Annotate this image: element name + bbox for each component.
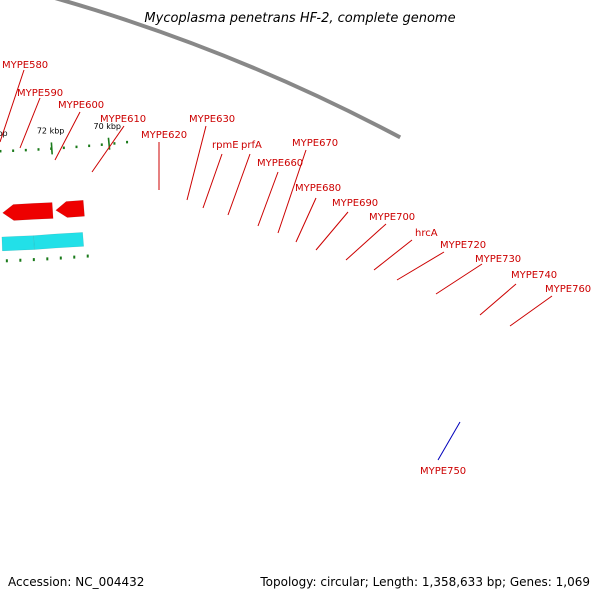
gene-label-leader [345, 223, 387, 261]
gene-label: prfA [241, 140, 262, 151]
scale-dot [126, 140, 129, 144]
accession-text: Accession: NC_004432 [8, 575, 144, 589]
gene-label: MYPE660 [257, 158, 303, 169]
outer-tick [73, 255, 76, 259]
gene-label-leader [91, 125, 125, 173]
gene-label: MYPE730 [475, 254, 521, 265]
gene-label-leader [295, 197, 317, 243]
outer-tick [59, 256, 62, 260]
gene-label-leader [437, 421, 461, 461]
outer-tick [5, 259, 8, 263]
scale-tick-label: 74 kbp [0, 129, 8, 138]
gene-label-leader [479, 283, 517, 316]
outer-tick [32, 258, 35, 262]
gene-arrow [55, 199, 85, 218]
gene-label: MYPE680 [295, 183, 341, 194]
outer-tick [46, 257, 49, 261]
scale-dot [75, 145, 78, 149]
gene-label-leader [202, 153, 223, 209]
gene-label-leader [277, 149, 307, 234]
gene-label: MYPE620 [141, 130, 187, 141]
scale-dot [88, 144, 91, 148]
gene-label: MYPE700 [369, 212, 415, 223]
gene-label: MYPE750 [420, 466, 466, 477]
gene-label: MYPE670 [292, 138, 338, 149]
gene-label-lines [0, 69, 553, 461]
gene-arrow-track [0, 199, 85, 222]
outer-tick-ring [5, 254, 89, 263]
gene-label: MYPE630 [189, 114, 235, 125]
gene-label: MYPE690 [332, 198, 378, 209]
genome-summary-text: Topology: circular; Length: 1,358,633 bp… [259, 575, 590, 589]
outer-tick [19, 258, 22, 262]
scale-dot [37, 148, 40, 151]
gene-label-leader [186, 125, 207, 201]
backbone [54, 0, 402, 140]
gene-label-leader [54, 111, 81, 161]
outer-tick [86, 254, 89, 258]
scale-dot [0, 149, 2, 153]
gene-label: MYPE600 [58, 100, 104, 111]
gene-label-leader [19, 97, 41, 149]
gene-label: hrcA [415, 228, 438, 239]
scale-dot [62, 146, 65, 150]
scale-dot [24, 148, 27, 152]
backbone-line [54, 0, 402, 140]
gene-label-leader [396, 251, 445, 281]
scale-dot [100, 143, 103, 146]
gene-label-leader [373, 239, 413, 271]
gene-label: rpmE [212, 140, 239, 151]
scale-major-tick [50, 142, 53, 155]
scale-dot [12, 149, 15, 152]
gene-arrow [2, 202, 54, 221]
gene-label-leader [227, 153, 251, 216]
feature-bar-cyan [33, 232, 85, 250]
gene-label-leader [509, 295, 553, 327]
gene-label: MYPE760 [545, 284, 591, 295]
gene-label: MYPE610 [100, 114, 146, 125]
feature-bar-track [1, 232, 85, 252]
feature-bar-cyan [1, 235, 35, 252]
gene-label-leader [315, 211, 349, 251]
gene-label-leader [257, 171, 279, 227]
gene-label: MYPE720 [440, 240, 486, 251]
scale-dot [113, 142, 116, 145]
gene-label: MYPE740 [511, 270, 557, 281]
gene-label-leader [435, 263, 483, 295]
gene-label: MYPE590 [17, 88, 63, 99]
scale-tick-label: 72 kbp [37, 126, 65, 135]
gene-labels: MYPE580MYPE590MYPE600MYPE610MYPE620MYPE6… [2, 60, 591, 477]
gene-label: MYPE580 [2, 60, 48, 71]
gene-label-leader [0, 69, 25, 143]
scale-tick-label: 70 kbp [93, 122, 121, 131]
map-title: Mycoplasma penetrans HF-2, complete geno… [144, 11, 455, 26]
